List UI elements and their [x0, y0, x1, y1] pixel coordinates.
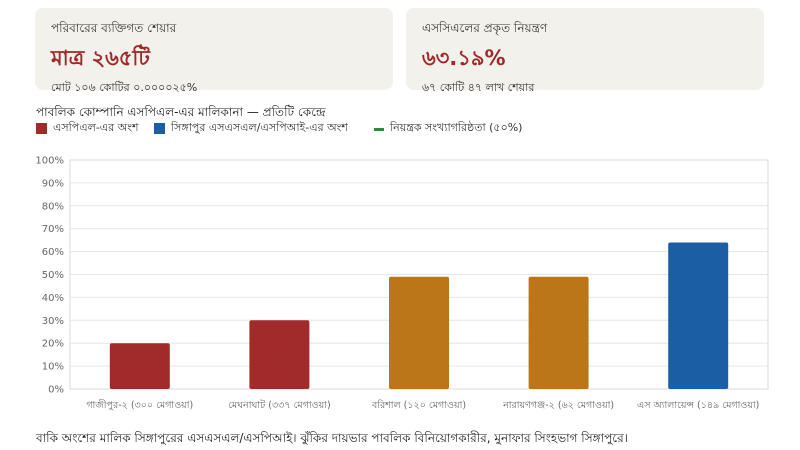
y-tick-label: 30% — [42, 316, 64, 327]
family-shares-card: পরিবারের ব্যক্তিগত শেয়ার মাত্র ২৬৫টি মো… — [35, 8, 393, 94]
legend-swatch-majority — [374, 128, 384, 131]
bar — [249, 320, 310, 389]
bar-chart: 0% 10% 20% 30% 40% 50% 60% 70% 80% 90% 100% গাজীপুর… — [35, 156, 769, 411]
chart-legend: এসপিএল-এর অংশ সিঙ্গাপুর এসএসএল/এসপিআই-এর… — [36, 121, 776, 151]
scl-control-value: ৬৩.১৯% — [422, 46, 506, 70]
y-tick-label: 70% — [42, 224, 64, 235]
scl-control-card: এসসিএলের প্রকৃত নিয়ন্ত্রণ ৬৩.১৯% ৬৭ কোট… — [406, 8, 764, 94]
legend-label-majority: নিয়ন্ত্রক সংখ্যাগরিষ্ঠতা (৫০%) — [390, 121, 523, 134]
y-tick-label: 20% — [42, 339, 64, 350]
family-shares-sub: মোট ১০৬ কোটির ০.০০০০২৫% — [51, 81, 198, 94]
x-tick-label: মেঘনাঘাট (৩৩৭ মেগাওয়া) — [228, 398, 331, 411]
scl-control-label: এসসিএলের প্রকৃত নিয়ন্ত্রণ — [422, 21, 548, 35]
y-tick-label: 90% — [42, 178, 64, 189]
bar — [109, 343, 170, 389]
footer-note: বাকি অংশের মালিক সিঙ্গাপুরের এসএসএল/এসপি… — [36, 431, 628, 445]
x-tick-label: বরিশাল (১২০ মেগাওয়া) — [371, 399, 466, 411]
legend-label-spl: এসপিএল-এর অংশ — [53, 121, 139, 134]
y-tick-label: 0% — [48, 385, 64, 396]
legend-item-singapore[interactable]: সিঙ্গাপুর এসএসএল/এসপিআই-এর অংশ — [154, 121, 354, 135]
legend-swatch-spl — [36, 123, 47, 134]
bar — [389, 276, 449, 389]
y-tick-label: 50% — [42, 270, 64, 281]
legend-label-singapore: সিঙ্গাপুর এসএসএল/এসপিআই-এর অংশ — [171, 121, 348, 134]
y-tick-label: 40% — [42, 293, 64, 304]
y-tick-label: 60% — [42, 247, 64, 258]
bar — [528, 276, 589, 389]
y-tick-label: 80% — [42, 201, 64, 212]
y-tick-label: 100% — [35, 156, 64, 167]
scl-control-sub: ৬৭ কোটি ৪৭ লাখ শেয়ার — [422, 81, 535, 94]
chart-title: পাবলিক কোম্পানি এসপিএল-এর মালিকানা — প্র… — [36, 105, 326, 119]
legend-swatch-singapore — [154, 123, 165, 134]
x-tick-label: নারায়ণগঞ্জ-২ (৬২ মেগাওয়া) — [502, 400, 614, 411]
legend-item-majority[interactable]: নিয়ন্ত্রক সংখ্যাগরিষ্ঠতা (৫০%) — [374, 121, 634, 135]
legend-item-spl[interactable]: এসপিএল-এর অংশ — [36, 121, 146, 135]
bar — [668, 242, 729, 389]
family-shares-label: পরিবারের ব্যক্তিগত শেয়ার — [51, 21, 177, 35]
y-tick-label: 10% — [42, 362, 64, 373]
x-tick-label: গাজীপুর-২ (৩০০ মেগাওয়া) — [86, 398, 193, 411]
x-tick-label: এস অ্যালায়েন্স (১৪৯ মেগাওয়া) — [637, 400, 759, 411]
family-shares-value: মাত্র ২৬৫টি — [51, 46, 150, 70]
